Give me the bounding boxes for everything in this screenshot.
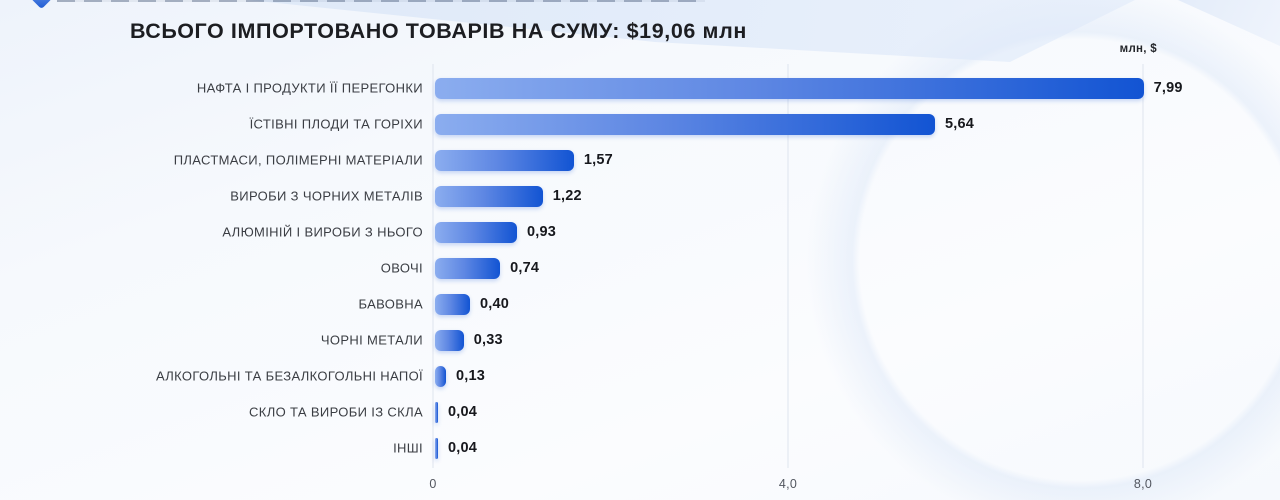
gridline-4,0 [787,64,789,468]
bar-row: АЛКОГОЛЬНІ ТА БЕЗАЛКОГОЛЬНІ НАПОЇ 0,13 [156,358,1143,394]
value-label: 0,33 [473,331,503,348]
value-label: 0,04 [448,403,478,420]
x-axis: 0 4,0 8,0 [429,477,1151,497]
bar-row: ЧОРНІ МЕТАЛИ 0,33 [321,322,1143,358]
category-label: АЛЮМІНІЙ І ВИРОБИ З НЬОГО [222,224,423,240]
x-tick-label: 8,0 [1133,477,1153,491]
bar-row: АЛЮМІНІЙ І ВИРОБИ З НЬОГО 0,93 [222,214,1143,250]
value-label: 0,04 [448,439,478,456]
bar [434,401,439,423]
cropped-header-edge [57,0,705,2]
axis-unit-label: млн, $ [1119,43,1157,55]
bar [434,221,518,243]
bar-chart: НАФТА І ПРОДУКТИ ЇЇ ПЕРЕГОНКИ 7,99 ЇСТІВНІ… [156,64,1182,491]
category-label: НАФТА І ПРОДУКТИ ЇЇ ПЕРЕГОНКИ [196,80,423,96]
bar-row: СКЛО ТА ВИРОБИ ІЗ СКЛА 0,04 [249,394,1143,430]
bar [434,365,447,387]
x-tick-label: 4,0 [778,477,798,491]
bar [434,437,439,459]
category-label: ОВОЧІ [380,260,423,276]
bar-rows: НАФТА І ПРОДУКТИ ЇЇ ПЕРЕГОНКИ 7,99 ЇСТІВНІ… [156,64,1182,468]
bar-row: ПЛАСТМАСИ, ПОЛІМЕРНІ МАТЕРІАЛИ 1,57 [174,142,1143,178]
x-tick-label: 0 [429,477,437,491]
logo-diamond-icon [30,0,53,10]
category-label: ПЛАСТМАСИ, ПОЛІМЕРНІ МАТЕРІАЛИ [173,152,423,168]
value-label: 0,13 [456,367,486,384]
category-label: БАВОВНА [358,296,423,312]
bar [434,185,543,207]
bar-row: ВИРОБИ З ЧОРНИХ МЕТАЛІВ 1,22 [230,178,1143,214]
bar-row: ОВОЧІ 0,74 [381,250,1143,286]
page-title: ВСЬОГО ІМПОРТОВАНО ТОВАРІВ НА СУМУ: $19,… [130,18,747,44]
bar [434,293,470,315]
value-label: 5,64 [945,115,975,132]
value-label: 0,93 [527,223,557,240]
decorative-corner-shape [1178,0,1280,46]
value-label: 1,22 [552,187,582,204]
gridline-8,0 [1142,64,1144,468]
bar-row: ІНШІ 0,04 [393,430,1143,466]
bar [434,257,501,279]
bar [434,149,574,171]
title-prefix: ВСЬОГО ІМПОРТОВАНО ТОВАРІВ НА СУМУ: [130,19,627,43]
category-label: ЇСТІВНІ ПЛОДИ ТА ГОРІХИ [249,116,423,132]
title-total-value: $19,06 млн [626,19,747,43]
bar [434,329,464,351]
category-label: ВИРОБИ З ЧОРНИХ МЕТАЛІВ [230,188,423,204]
bar-row: БАВОВНА 0,40 [359,286,1143,322]
value-label: 0,74 [510,259,540,276]
gridline-0 [432,64,434,468]
category-label: СКЛО ТА ВИРОБИ ІЗ СКЛА [249,404,423,420]
bar-row: НАФТА І ПРОДУКТИ ЇЇ ПЕРЕГОНКИ 7,99 [197,70,1182,106]
bar-row: ЇСТІВНІ ПЛОДИ ТА ГОРІХИ 5,64 [250,106,1143,142]
category-label: ІНШІ [393,440,423,456]
value-label: 1,57 [583,151,613,168]
bar [434,113,936,135]
value-label: 7,99 [1153,79,1183,96]
category-label: АЛКОГОЛЬНІ ТА БЕЗАЛКОГОЛЬНІ НАПОЇ [155,368,423,384]
category-label: ЧОРНІ МЕТАЛИ [320,332,423,348]
value-label: 0,40 [480,295,510,312]
bar [434,77,1144,99]
